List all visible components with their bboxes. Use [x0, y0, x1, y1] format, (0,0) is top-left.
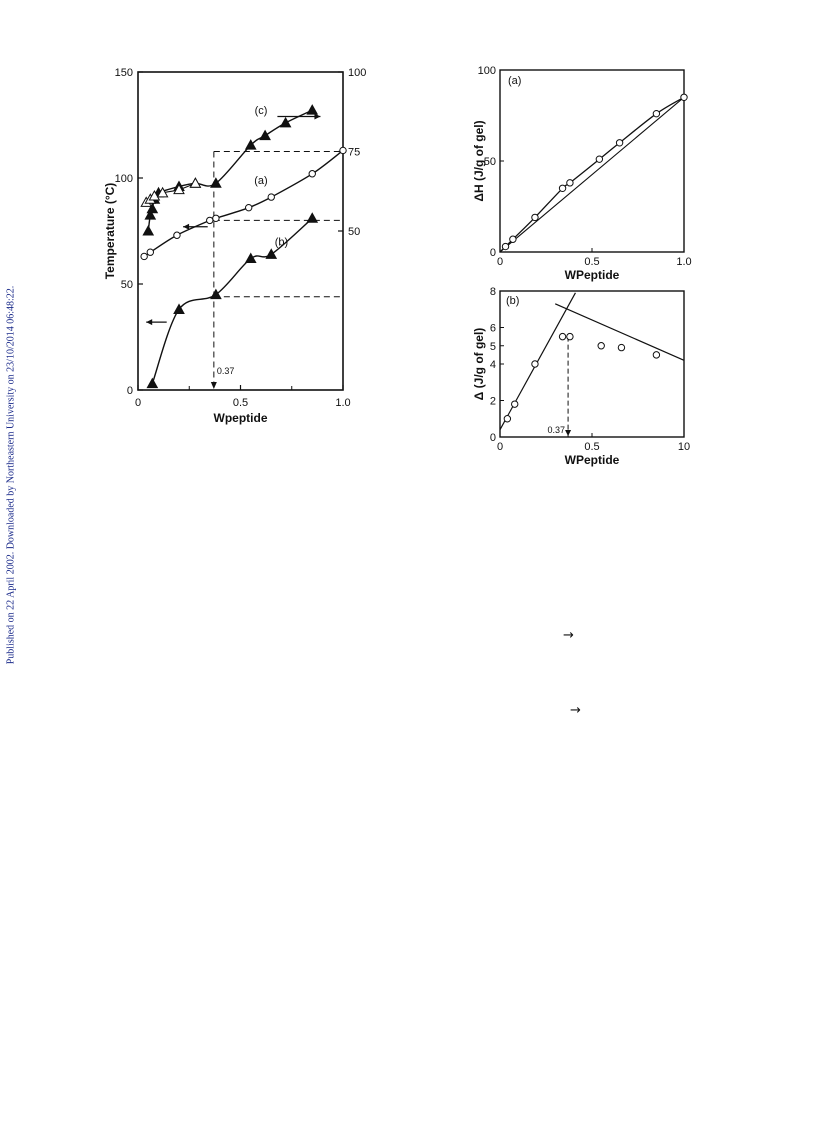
right-bottom-ytick-label: 6 — [490, 323, 496, 335]
left-point-triangle — [259, 129, 271, 141]
right-bottom-panel-label: (b) — [506, 295, 519, 307]
left-plot-frame — [137, 71, 344, 391]
right-top-point — [595, 155, 604, 163]
left-point-triangle — [173, 303, 185, 314]
right-top-straight-line — [499, 96, 685, 253]
left-point-circle — [267, 193, 275, 201]
left-xtick-label: 0 — [135, 397, 141, 409]
left-point-triangle — [244, 139, 257, 150]
left-point-circle — [173, 231, 181, 239]
right-bottom-ytick-label: 2 — [490, 396, 496, 408]
right-top-xtick-label: 1.0 — [676, 256, 691, 268]
right-bottom-xtick-label: 0 — [497, 441, 503, 453]
left-series-label-a: (a) — [254, 175, 267, 187]
right-bottom-annotation-label: 0.37 — [548, 425, 566, 435]
left-ytick-label: 150 — [115, 67, 133, 79]
left-arrow-c-head — [314, 113, 321, 120]
left-xtick-label: 1.0 — [335, 397, 350, 409]
left-y2tick-label: 75 — [348, 147, 360, 159]
left-point-triangle — [306, 212, 319, 223]
right-top-xaxis-label: WPeptide — [565, 268, 620, 282]
arrow-glyph-1: → — [563, 628, 574, 643]
left-series-line — [151, 217, 313, 384]
left-xaxis-label: Wpeptide — [214, 411, 268, 425]
right-top-panel-label: (a) — [508, 75, 521, 87]
left-point-triangle — [210, 177, 222, 188]
right-bottom-xtick-label: 10 — [678, 441, 690, 453]
right-top-point — [558, 184, 567, 193]
left-point-circle — [308, 170, 316, 178]
right-top-yaxis-label: ΔH (J/g of gel) — [472, 120, 486, 201]
left-annotation-label: 0.37 — [217, 366, 235, 376]
left-annotation-arrowhead — [210, 382, 217, 389]
right-top-point — [509, 235, 517, 243]
left-point-triangle — [189, 177, 202, 188]
right-top-curve — [499, 96, 685, 253]
left-ytick-label: 100 — [115, 173, 133, 185]
right-bottom-ytick-label: 0 — [490, 432, 496, 444]
left-point-triangle — [265, 248, 278, 259]
right-bottom-point — [566, 332, 574, 341]
left-series-line — [147, 109, 313, 232]
left-point-triangle — [279, 116, 292, 128]
left-point-triangle — [306, 104, 319, 115]
left-arrow-a-head — [183, 223, 190, 230]
left-point-triangle — [142, 224, 155, 236]
right-top-ytick-label: 50 — [484, 156, 496, 168]
right-bottom-falling-line — [554, 303, 685, 361]
right-top-xtick-label: 0.5 — [584, 256, 599, 268]
right-bottom-point — [597, 342, 605, 350]
left-point-triangle — [144, 209, 157, 220]
right-top-point — [680, 93, 688, 102]
right-bottom-rising-line — [499, 292, 576, 430]
left-series-label-b: (b) — [275, 237, 288, 249]
right-bottom-xaxis-label: WPeptide — [565, 453, 620, 467]
left-point-circle — [140, 252, 148, 261]
left-arrow-b-head — [146, 319, 153, 326]
right-top-xtick-label: 0 — [497, 256, 503, 268]
right-bottom-point — [503, 415, 512, 423]
right-bottom-ytick-label: 5 — [490, 341, 496, 353]
left-ytick-label: 50 — [121, 279, 133, 291]
left-point-triangle — [156, 186, 169, 198]
right-top-point — [531, 213, 539, 222]
right-bottom-point — [558, 332, 567, 341]
left-point-triangle — [146, 202, 159, 214]
left-point-triangle — [244, 252, 257, 264]
right-top-ytick-label: 100 — [478, 65, 496, 77]
right-bottom-ytick-label: 4 — [490, 359, 496, 371]
left-point-circle — [339, 146, 347, 155]
arrow-glyph-2: → — [570, 703, 581, 718]
left-point-triangle — [210, 288, 222, 300]
right-top-point — [501, 242, 510, 251]
right-bottom-ytick-label: 8 — [490, 286, 496, 298]
right-bottom-point — [617, 343, 626, 352]
left-point-circle — [212, 214, 220, 222]
left-ytick-label: 0 — [127, 385, 133, 397]
left-point-circle — [206, 216, 214, 225]
right-bottom-point — [511, 400, 519, 408]
right-top-ytick-label: 0 — [490, 247, 496, 259]
left-series-label-c: (c) — [255, 105, 268, 117]
left-y2tick-label: 50 — [348, 226, 360, 238]
right-top-point — [652, 109, 661, 118]
left-point-triangle — [148, 189, 161, 201]
left-point-circle — [146, 248, 155, 256]
right-bottom-plot-frame — [499, 290, 685, 438]
left-y2tick-label: 100 — [348, 67, 366, 79]
left-xtick-label: 0.5 — [233, 397, 248, 409]
left-point-triangle — [173, 183, 185, 195]
right-top-point — [615, 139, 624, 147]
right-bottom-yaxis-label: Δ (J/g of gel) — [472, 328, 486, 401]
left-yaxis-label: Temperature (°C) — [103, 183, 117, 280]
left-point-circle — [245, 203, 253, 212]
right-bottom-point — [531, 360, 539, 368]
right-bottom-point — [652, 351, 661, 359]
left-series-line — [143, 149, 344, 257]
left-point-triangle — [146, 377, 159, 389]
right-bottom-xtick-label: 0.5 — [584, 441, 599, 453]
right-bottom-annotation-arrowhead — [565, 430, 572, 436]
right-top-point — [566, 179, 574, 187]
